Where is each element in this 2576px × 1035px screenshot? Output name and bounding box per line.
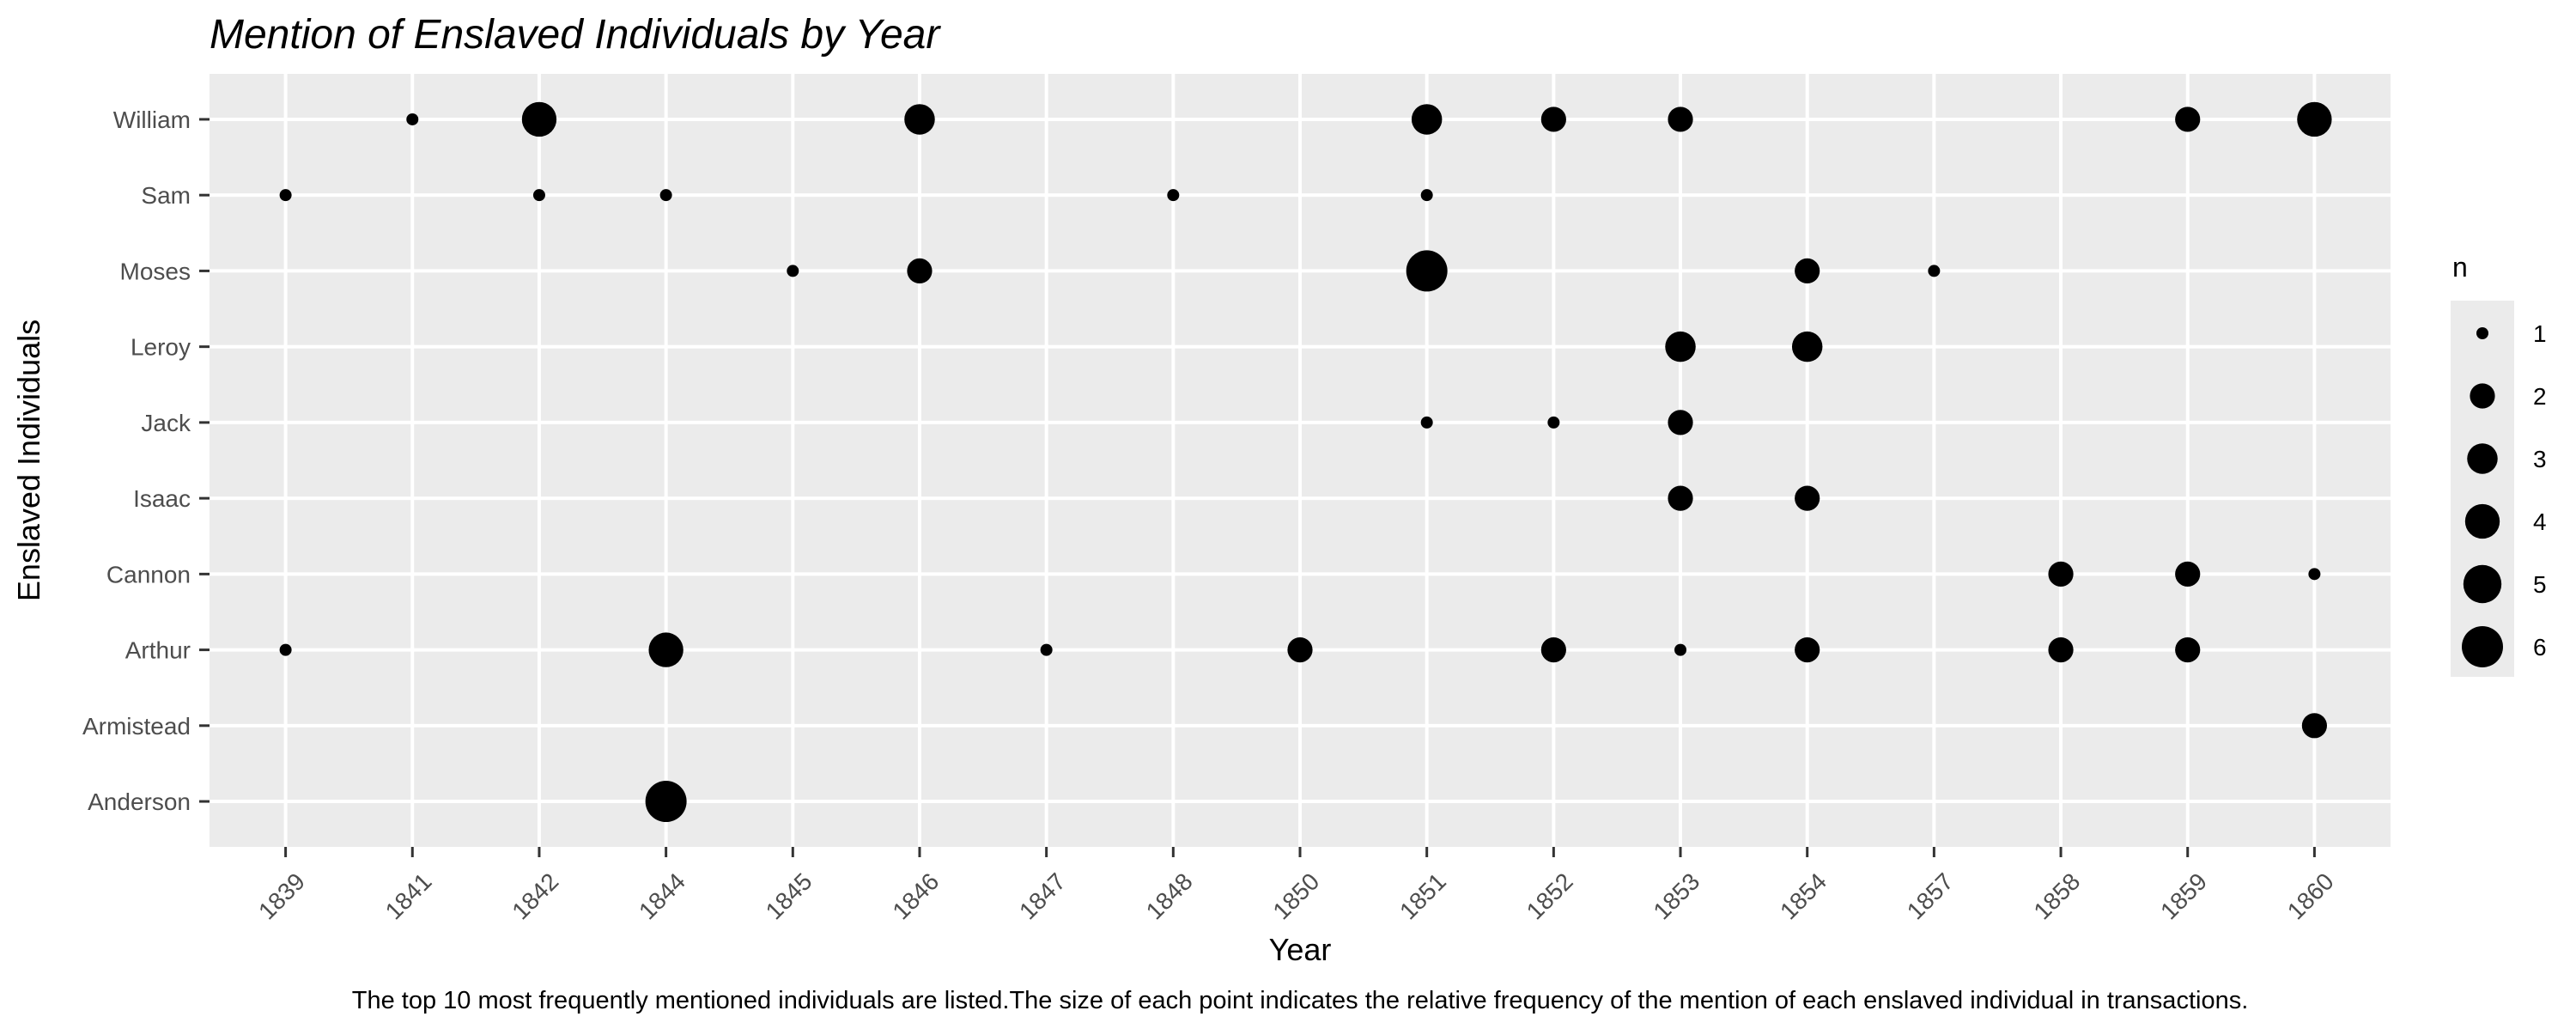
point-sam-1851 <box>1420 189 1433 202</box>
point-jack-1851 <box>1420 416 1433 429</box>
y-tick-label: Anderson <box>88 788 191 815</box>
point-armistead-1860 <box>2301 713 2327 739</box>
y-tick-label: Armistead <box>82 713 191 740</box>
point-sam-1842 <box>532 189 545 202</box>
data-points <box>279 101 2332 823</box>
y-tick-label: Moses <box>120 258 191 284</box>
x-axis-title: Year <box>1269 932 1332 967</box>
legend-items: 1 2 3 4 5 6 <box>2462 320 2547 667</box>
x-tick-label: 1857 <box>1902 868 1959 924</box>
point-william-1853 <box>1668 107 1693 132</box>
x-tick-label: 1859 <box>2155 868 2212 924</box>
y-tick-label: Isaac <box>133 485 191 512</box>
x-tick-label: 1852 <box>1522 868 1578 924</box>
x-tick-label: 1844 <box>634 868 690 924</box>
x-tick-label: 1842 <box>507 868 563 924</box>
legend-key-5 <box>2463 564 2502 604</box>
point-arthur-1858 <box>2048 636 2074 663</box>
point-sam-1839 <box>279 189 292 202</box>
point-cannon-1860 <box>2308 568 2321 581</box>
point-sam-1844 <box>659 189 672 202</box>
legend-key-1 <box>2476 327 2488 339</box>
point-jack-1852 <box>1547 416 1560 429</box>
legend-label: 3 <box>2533 446 2547 472</box>
x-tick-label: 1858 <box>2028 868 2085 924</box>
point-william-1860 <box>2297 101 2332 137</box>
x-tick-label: 1845 <box>761 868 817 924</box>
x-tick-label: 1850 <box>1267 868 1324 924</box>
point-moses-1854 <box>1795 258 1820 284</box>
y-axis-title: Enslaved Individuals <box>11 320 46 601</box>
point-cannon-1858 <box>2048 561 2074 587</box>
y-tick-label: Leroy <box>131 334 191 361</box>
point-arthur-1859 <box>2175 636 2201 663</box>
legend-label: 4 <box>2533 508 2547 535</box>
legend-label: 5 <box>2533 571 2547 598</box>
point-cannon-1859 <box>2175 561 2201 587</box>
point-arthur-1847 <box>1040 643 1053 656</box>
legend-key-6 <box>2462 626 2503 667</box>
x-axis: 1839 1841 1842 1844 1845 1846 1847 1848 1850 1851… <box>253 847 2339 924</box>
point-william-1842 <box>521 101 557 137</box>
x-tick-label: 1839 <box>253 868 310 924</box>
legend-title: n <box>2452 252 2468 283</box>
x-tick-label: 1841 <box>380 868 437 924</box>
point-moses-1846 <box>907 258 933 284</box>
point-william-1841 <box>406 113 419 125</box>
x-tick-label: 1847 <box>1014 868 1071 924</box>
point-sam-1848 <box>1167 189 1180 202</box>
point-moses-1845 <box>787 265 799 277</box>
point-moses-1851 <box>1406 250 1448 292</box>
x-tick-label: 1846 <box>887 868 944 924</box>
x-tick-label: 1851 <box>1394 868 1451 924</box>
point-isaac-1854 <box>1795 485 1820 511</box>
point-arthur-1853 <box>1674 643 1687 656</box>
legend-label: 6 <box>2533 634 2547 661</box>
legend-label: 2 <box>2533 383 2547 410</box>
y-tick-label: Cannon <box>106 561 191 588</box>
x-tick-label: 1860 <box>2282 868 2339 924</box>
y-tick-label: Jack <box>141 410 191 436</box>
point-arthur-1844 <box>648 632 683 667</box>
point-william-1846 <box>904 104 935 135</box>
point-leroy-1853 <box>1665 331 1696 362</box>
gridlines <box>210 74 2391 847</box>
point-arthur-1854 <box>1795 636 1820 663</box>
point-moses-1857 <box>1928 265 1941 277</box>
y-tick-label: William <box>113 107 191 133</box>
legend-key-3 <box>2467 443 2498 474</box>
point-arthur-1850 <box>1287 636 1313 663</box>
x-tick-label: 1854 <box>1775 868 1832 924</box>
legend-key-2 <box>2470 383 2495 409</box>
point-isaac-1853 <box>1668 485 1693 511</box>
point-arthur-1852 <box>1540 636 1566 663</box>
size-legend: n 1 2 3 4 5 6 <box>2451 252 2547 677</box>
chart-caption: The top 10 most frequently mentioned ind… <box>352 987 2249 1014</box>
chart-title: Mention of Enslaved Individuals by Year <box>210 12 941 58</box>
point-jack-1853 <box>1668 410 1693 435</box>
point-william-1852 <box>1540 107 1566 132</box>
x-tick-label: 1848 <box>1141 868 1198 924</box>
point-anderson-1844 <box>645 781 687 823</box>
y-tick-label: Arthur <box>125 637 191 664</box>
x-tick-label: 1853 <box>1648 868 1704 924</box>
point-arthur-1839 <box>279 643 292 656</box>
point-william-1851 <box>1411 104 1443 135</box>
point-leroy-1854 <box>1791 331 1823 362</box>
y-tick-label: Sam <box>141 182 191 209</box>
legend-key-4 <box>2464 503 2500 539</box>
point-william-1859 <box>2175 107 2201 132</box>
y-axis: William Sam Moses Leroy Jack Isaac Cannon Arthu… <box>82 107 210 815</box>
legend-key-background <box>2451 301 2514 677</box>
legend-label: 1 <box>2533 320 2547 347</box>
